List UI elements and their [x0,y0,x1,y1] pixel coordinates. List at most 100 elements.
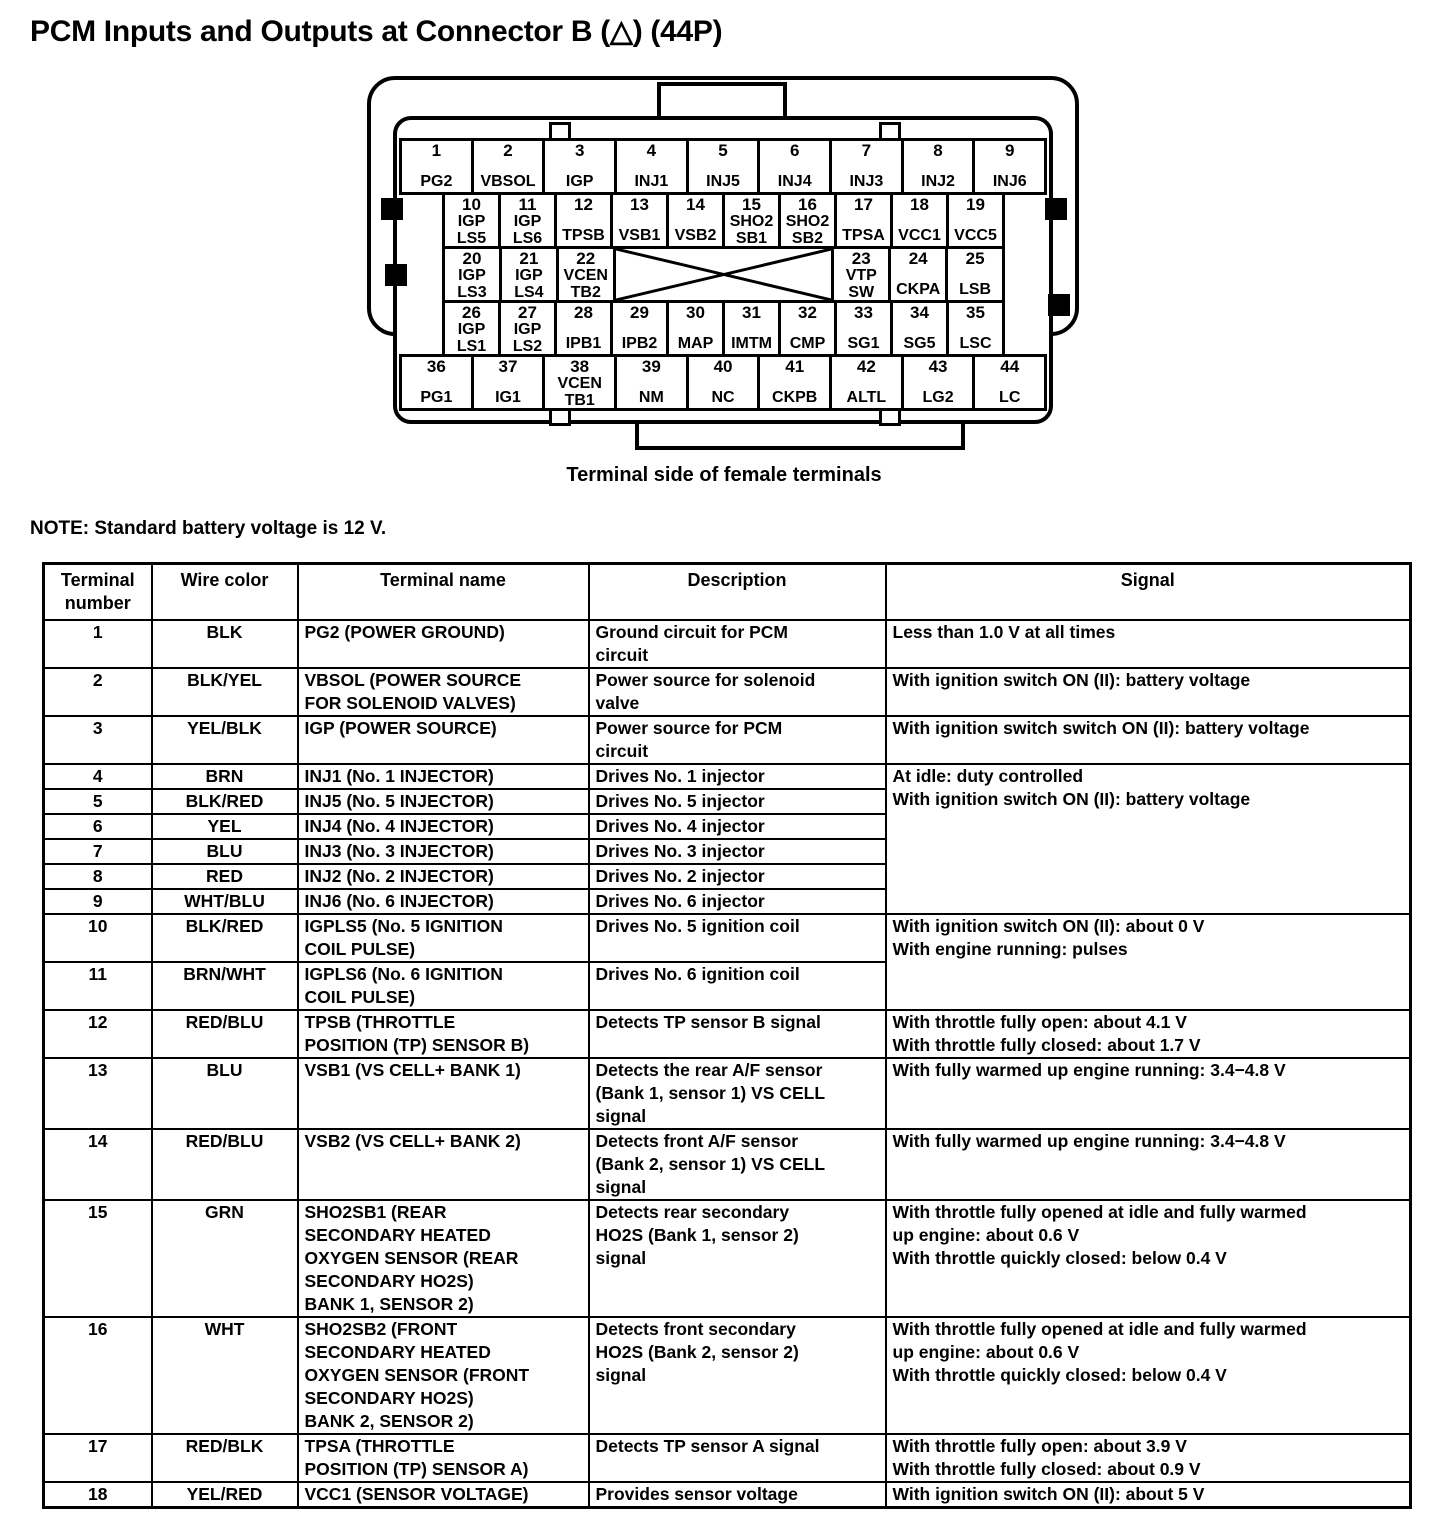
cell-terminal-number: 5 [42,788,153,815]
pin-number: 27 [518,303,537,322]
pin-label: SG5 [903,335,936,352]
cell-description: Power source for solenoid valve [587,667,887,717]
pin-number: 12 [574,195,593,214]
cell-description: Provides sensor voltage [587,1481,887,1509]
pin-label: IMTM [731,335,772,352]
pin-4: 4 INJ1 [614,138,689,195]
pin-38: 38 VCEN TB1 [542,354,618,411]
pin-16: 16 SHO2 SB2 [778,192,837,249]
cell-description: Drives No. 6 injector [587,888,887,915]
pin-label: INJ3 [849,173,884,190]
pin-26: 26 IGP LS1 [442,300,501,357]
cell-wire-color: YEL/RED [150,1481,299,1509]
pin-number: 3 [574,141,585,160]
cell-terminal-name: TPSB (THROTTLE POSITION (TP) SENSOR B) [296,1009,590,1059]
pin-label: INJ6 [992,173,1027,190]
pin-12: 12 TPSB [554,192,613,249]
cell-terminal-name: INJ4 (No. 4 INJECTOR) [296,813,590,840]
cell-terminal-name: INJ3 (No. 3 INJECTOR) [296,838,590,865]
terminals-table: Terminal number Wire color Terminal name… [42,562,1412,1509]
terminal-side-caption: Terminal side of female terminals [566,464,882,486]
cell-wire-color: BLK [150,619,299,669]
cell-wire-color: YEL/BLK [150,715,299,765]
pin-number: 24 [908,249,928,268]
pin-number: 43 [928,357,948,376]
table-row: 15 GRN SHO2SB1 (REAR SECONDARY HEATED OXYG… [42,1199,1412,1318]
pin-2: 2 VBSOL [470,138,546,195]
cell-wire-color: RED/BLU [150,1128,299,1201]
cell-wire-color: RED/BLU [150,1009,299,1059]
pin-40: 40 NC [685,354,761,411]
cell-signal: Less than 1.0 V at all times [884,619,1412,669]
pin-number: 20 [462,249,482,268]
pin-label: VCC1 [898,227,941,244]
cell-wire-color: WHT/BLU [150,888,299,915]
cell-signal: At idle: duty controlled With ignition s… [884,763,1412,915]
table-row: 3 YEL/BLK IGP (POWER SOURCE) Power source f… [42,715,1412,765]
cell-terminal-number: 1 [42,619,153,669]
pin-number: 37 [498,357,518,376]
pin-label: IGP LS1 [456,321,487,355]
pin-36: 36 PG1 [399,354,474,411]
pin-label: VCEN TB1 [557,375,602,409]
pin-number: 32 [798,303,817,322]
table-row: 8 RED INJ2 (No. 2 INJECTOR) Drives No. 2 in… [42,863,1411,890]
cell-description: Power source for PCM circuit [587,715,887,765]
pin-label: LG2 [922,389,954,406]
cell-terminal-name: TPSA (THROTTLE POSITION (TP) SENSOR A) [296,1433,590,1483]
cell-terminal-number: 8 [42,863,153,890]
pin-number: 44 [1000,357,1020,376]
cell-terminal-number: 10 [42,913,153,963]
mount-clip-square [385,264,407,286]
table-row: 14 RED/BLU VSB2 (VS CELL+ BANK 2) Detects f… [42,1128,1412,1201]
cell-terminal-number: 11 [42,961,153,1011]
pin-label: VBSOL [480,173,536,190]
pin-15: 15 SHO2 SB1 [722,192,781,249]
pin-label: SG1 [847,335,880,352]
cell-description: Drives No. 5 ignition coil [587,913,887,963]
cell-terminal-number: 18 [42,1481,153,1509]
pin-number: 17 [854,195,873,214]
table-row: 5 BLK/RED INJ5 (No. 5 INJECTOR) Drives No. … [42,788,1411,815]
pin-number: 40 [713,357,733,376]
cell-terminal-name: PG2 (POWER GROUND) [296,619,590,669]
mount-clip-square [1048,294,1070,316]
cell-wire-color: BRN [150,763,299,790]
pin-label: NM [638,389,664,406]
pin-label: IGP LS5 [456,213,487,247]
cell-wire-color: BLK/RED [150,913,299,963]
pin-number: 1 [431,141,442,160]
mount-clip-square [1045,198,1067,220]
pin-10: 10 IGP LS5 [442,192,501,249]
cell-wire-color: RED/BLK [150,1433,299,1483]
pin-number: 35 [966,303,985,322]
pin-number: 11 [518,195,537,214]
cell-description: Detects front A/F sensor (Bank 2, sensor… [587,1128,887,1201]
pin-6: 6 INJ4 [757,138,833,195]
table-body: 1 BLK PG2 (POWER GROUND) Ground circuit for… [42,619,1412,1509]
cell-terminal-number: 4 [42,763,153,790]
pin-24: 24 CKPA [888,246,949,303]
pin-33: 33 SG1 [834,300,893,357]
cell-terminal-number: 13 [42,1057,153,1130]
pin-number: 16 [798,195,817,214]
cell-signal: With fully warmed up engine running: 3.4… [884,1057,1412,1130]
cell-wire-color: BLU [150,1057,299,1130]
connector-diagram: 1 PG2 2 VBSOL 3 IGP 4 INJ1 5 INJ5 6 INJ4 7 INJ3 8 INJ2 9… [363,68,1085,452]
cell-terminal-name: VSB1 (VS CELL+ BANK 1) [296,1057,590,1130]
pin-label: VTP SW [845,267,877,301]
pin-number: 13 [630,195,649,214]
pin-label: IG1 [495,389,521,406]
mount-clip-square [381,198,403,220]
col-header-wire-color: Wire color [150,562,299,621]
pin-number: 9 [1004,141,1015,160]
pin-label: INJ4 [777,173,812,190]
pin-number: 10 [462,195,481,214]
cell-description: Detects TP sensor A signal [587,1433,887,1483]
cell-wire-color: GRN [150,1199,299,1318]
table-row: 4 BRN INJ1 (No. 1 INJECTOR) Drives No. 1 in… [42,763,1412,915]
pin-5: 5 INJ5 [685,138,761,195]
pin-label: VCEN TB2 [563,267,608,301]
cell-terminal-name: IGPLS6 (No. 6 IGNITION COIL PULSE) [296,961,590,1011]
pin-label: SHO2 SB1 [729,213,774,247]
